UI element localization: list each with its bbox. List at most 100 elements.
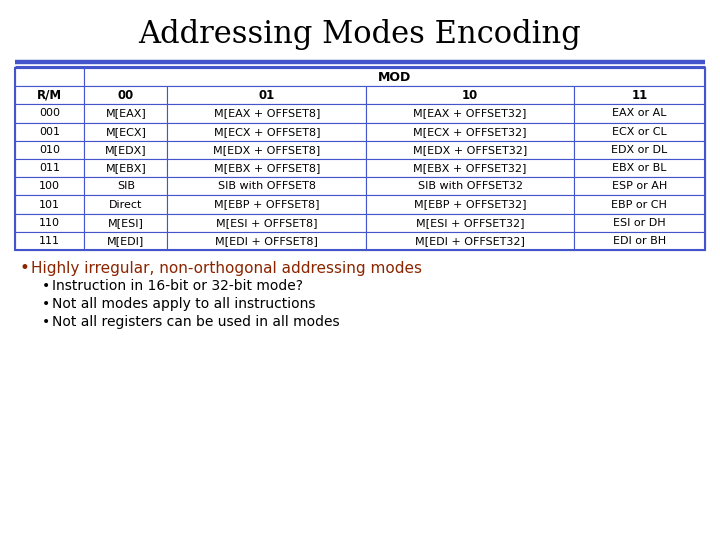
Text: 00: 00 <box>118 89 134 102</box>
Bar <box>167 232 366 250</box>
Text: ECX or CL: ECX or CL <box>612 127 667 137</box>
Bar <box>167 104 366 123</box>
Bar <box>84 104 167 123</box>
Text: M[ESI]: M[ESI] <box>108 218 144 228</box>
Bar <box>366 123 574 141</box>
Text: M[EBP + OFFSET8]: M[EBP + OFFSET8] <box>214 199 320 210</box>
Bar <box>15 86 84 104</box>
Bar <box>366 141 574 159</box>
Text: •: • <box>42 279 50 293</box>
Bar <box>366 177 574 195</box>
Bar <box>84 68 705 86</box>
Text: M[EAX]: M[EAX] <box>106 109 146 118</box>
Bar <box>84 177 167 195</box>
Text: 010: 010 <box>39 145 60 155</box>
Text: 10: 10 <box>462 89 478 102</box>
Text: M[EDI]: M[EDI] <box>107 236 145 246</box>
Text: SIB with OFFSET32: SIB with OFFSET32 <box>418 181 523 191</box>
Text: •: • <box>42 315 50 329</box>
Text: ESP or AH: ESP or AH <box>612 181 667 191</box>
Text: Not all registers can be used in all modes: Not all registers can be used in all mod… <box>52 315 340 329</box>
Text: SIB with OFFSET8: SIB with OFFSET8 <box>218 181 316 191</box>
Text: •: • <box>42 297 50 311</box>
Text: EDX or DL: EDX or DL <box>611 145 667 155</box>
Text: Instruction in 16-bit or 32-bit mode?: Instruction in 16-bit or 32-bit mode? <box>52 279 303 293</box>
Bar <box>167 86 366 104</box>
Text: 000: 000 <box>39 109 60 118</box>
Bar <box>366 86 574 104</box>
Text: 111: 111 <box>39 236 60 246</box>
Text: M[EDI + OFFSET8]: M[EDI + OFFSET8] <box>215 236 318 246</box>
Text: M[EAX + OFFSET8]: M[EAX + OFFSET8] <box>214 109 320 118</box>
Bar <box>84 214 167 232</box>
Text: 01: 01 <box>258 89 275 102</box>
Text: M[EBX + OFFSET32]: M[EBX + OFFSET32] <box>413 163 527 173</box>
Bar <box>84 141 167 159</box>
Bar <box>15 177 84 195</box>
Text: 101: 101 <box>39 199 60 210</box>
Text: M[EDX + OFFSET8]: M[EDX + OFFSET8] <box>213 145 320 155</box>
Text: MOD: MOD <box>378 71 411 84</box>
Bar <box>574 123 705 141</box>
Text: 11: 11 <box>631 89 647 102</box>
Text: EAX or AL: EAX or AL <box>612 109 667 118</box>
Bar <box>366 232 574 250</box>
Text: M[EDI + OFFSET32]: M[EDI + OFFSET32] <box>415 236 525 246</box>
Bar <box>366 214 574 232</box>
Bar <box>15 68 705 250</box>
Text: Highly irregular, non-orthogonal addressing modes: Highly irregular, non-orthogonal address… <box>31 260 422 275</box>
Bar <box>15 214 84 232</box>
Bar <box>574 214 705 232</box>
Text: Addressing Modes Encoding: Addressing Modes Encoding <box>139 19 581 51</box>
Text: M[ECX + OFFSET32]: M[ECX + OFFSET32] <box>413 127 527 137</box>
Text: M[EBX]: M[EBX] <box>106 163 146 173</box>
Bar <box>167 141 366 159</box>
Bar <box>574 141 705 159</box>
Text: M[ECX]: M[ECX] <box>105 127 146 137</box>
Bar <box>574 159 705 177</box>
Bar <box>84 123 167 141</box>
Text: 011: 011 <box>39 163 60 173</box>
Bar <box>167 177 366 195</box>
Text: SIB: SIB <box>117 181 135 191</box>
Text: M[EDX + OFFSET32]: M[EDX + OFFSET32] <box>413 145 527 155</box>
Text: M[EBX + OFFSET8]: M[EBX + OFFSET8] <box>214 163 320 173</box>
Text: EDI or BH: EDI or BH <box>613 236 666 246</box>
Text: 100: 100 <box>39 181 60 191</box>
Bar <box>167 123 366 141</box>
Bar <box>84 86 167 104</box>
Text: M[ECX + OFFSET8]: M[ECX + OFFSET8] <box>214 127 320 137</box>
Bar <box>574 195 705 214</box>
Text: ESI or DH: ESI or DH <box>613 218 666 228</box>
Text: M[EAX + OFFSET32]: M[EAX + OFFSET32] <box>413 109 527 118</box>
Text: 001: 001 <box>39 127 60 137</box>
Bar <box>366 195 574 214</box>
Bar <box>366 104 574 123</box>
Bar <box>167 214 366 232</box>
Text: M[ESI + OFFSET32]: M[ESI + OFFSET32] <box>416 218 524 228</box>
Text: M[EDX]: M[EDX] <box>105 145 147 155</box>
Text: EBX or BL: EBX or BL <box>612 163 667 173</box>
Text: Direct: Direct <box>109 199 143 210</box>
Bar <box>15 141 84 159</box>
Bar <box>15 68 84 86</box>
Text: M[ESI + OFFSET8]: M[ESI + OFFSET8] <box>216 218 318 228</box>
Bar <box>574 232 705 250</box>
Bar <box>84 159 167 177</box>
Text: EBP or CH: EBP or CH <box>611 199 667 210</box>
Text: M[EBP + OFFSET32]: M[EBP + OFFSET32] <box>414 199 526 210</box>
Text: Not all modes apply to all instructions: Not all modes apply to all instructions <box>52 297 315 311</box>
Text: •: • <box>20 259 30 277</box>
Bar <box>167 195 366 214</box>
Bar <box>574 86 705 104</box>
Bar <box>366 159 574 177</box>
Text: 110: 110 <box>39 218 60 228</box>
Text: R/M: R/M <box>37 89 62 102</box>
Bar <box>15 123 84 141</box>
Bar <box>84 232 167 250</box>
Bar <box>574 177 705 195</box>
Bar <box>167 159 366 177</box>
Bar <box>15 232 84 250</box>
Bar <box>15 159 84 177</box>
Bar <box>15 195 84 214</box>
